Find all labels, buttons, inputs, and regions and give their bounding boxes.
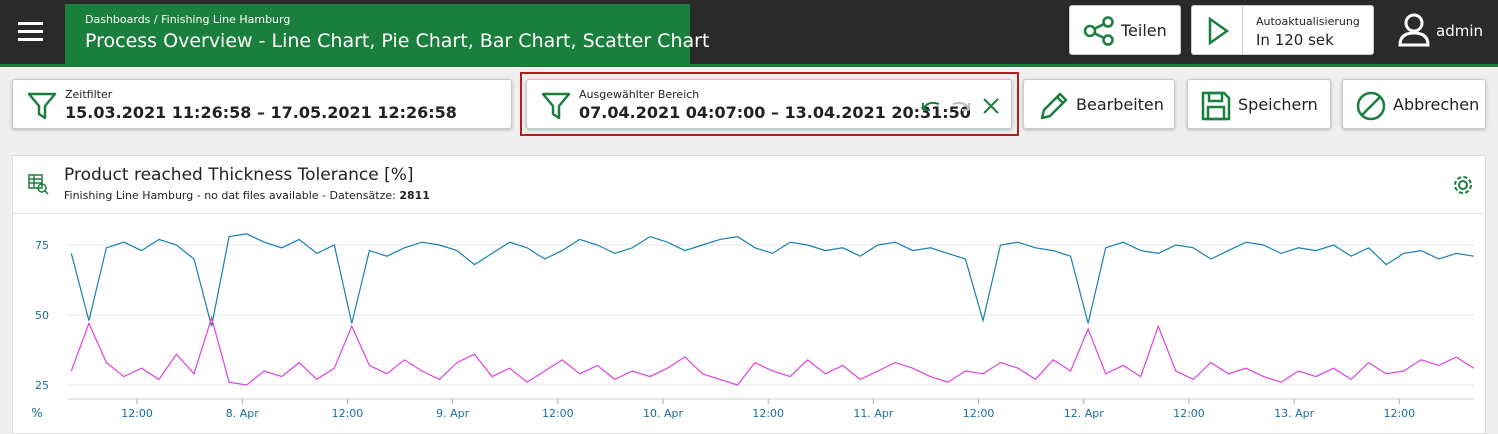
selection-range: 07.04.2021 04:07:00 – 13.04.2021 20:31:5…: [579, 103, 971, 122]
page-title: Process Overview - Line Chart, Pie Chart…: [85, 30, 710, 52]
record-count: 2811: [399, 189, 430, 202]
undo-icon[interactable]: [922, 101, 940, 111]
chart-card: Product reached Thickness Tolerance [%] …: [12, 155, 1486, 434]
table-icon[interactable]: [27, 173, 49, 195]
user-name[interactable]: admin: [1436, 22, 1483, 40]
x-tick-label: 10. Apr: [643, 407, 683, 420]
y-tick-label: 75: [35, 239, 49, 252]
save-icon: [1201, 91, 1231, 121]
menu-icon[interactable]: [17, 20, 45, 44]
y-axis-label: %: [31, 406, 42, 420]
x-tick-label: 13. Apr: [1274, 407, 1314, 420]
x-tick-label: 12:00: [1173, 407, 1205, 420]
save-button[interactable]: Speichern: [1187, 79, 1331, 129]
cancel-button[interactable]: Abbrechen: [1342, 79, 1486, 129]
share-button[interactable]: Teilen: [1069, 5, 1181, 55]
x-tick-label: 12:00: [542, 407, 574, 420]
filter-icon: [27, 92, 57, 120]
share-label: Teilen: [1121, 21, 1167, 40]
user-icon[interactable]: [1397, 12, 1431, 48]
y-tick-label: 50: [35, 309, 49, 322]
edit-button[interactable]: Bearbeiten: [1023, 79, 1175, 129]
time-filter-label: Zeitfilter: [65, 88, 113, 101]
x-tick-label: 12:00: [752, 407, 784, 420]
selection-controls: [922, 98, 999, 114]
top-bar-border: [0, 64, 1498, 67]
series-line: [70, 315, 1475, 386]
share-icon: [1083, 16, 1114, 46]
chart: 25 50 75 12:00 8. Apr 12:00 9. Apr 12:00 10. Apr…: [31, 233, 1475, 420]
redo-icon[interactable]: [952, 101, 970, 111]
settings-icon[interactable]: [1452, 174, 1474, 196]
x-tick-label: 12:00: [332, 407, 364, 420]
x-tick-label: 12:00: [1383, 407, 1415, 420]
x-tick-label: 12:00: [963, 407, 995, 420]
divider: [1242, 6, 1243, 54]
auto-refresh-label: Autoaktualisierung: [1256, 15, 1360, 28]
cancel-label: Abbrechen: [1393, 95, 1480, 114]
title-block: Dashboards / Finishing Line Hamburg Proc…: [65, 4, 709, 64]
chart-subtitle: Finishing Line Hamburg - no dat files av…: [64, 189, 430, 202]
series-line: [70, 233, 1474, 327]
auto-refresh-value: In 120 sek: [1256, 31, 1334, 49]
x-tick-label: 12:00: [121, 407, 153, 420]
clear-icon[interactable]: [983, 98, 999, 114]
time-filter-range: 15.03.2021 11:26:58 – 17.05.2021 12:26:5…: [65, 103, 457, 122]
time-filter[interactable]: Zeitfilter 15.03.2021 11:26:58 – 17.05.2…: [12, 79, 512, 129]
selection-label: Ausgewählter Bereich: [579, 88, 700, 101]
x-tick-label: 8. Apr: [226, 407, 259, 420]
pencil-icon: [1040, 92, 1068, 120]
subtitle-text: Finishing Line Hamburg - no dat files av…: [64, 189, 396, 202]
selection-filter[interactable]: Ausgewählter Bereich 07.04.2021 04:07:00…: [526, 79, 1012, 129]
edit-label: Bearbeiten: [1076, 95, 1164, 114]
play-icon: [1208, 16, 1230, 46]
y-tick-label: 25: [35, 379, 49, 392]
x-tick-label: 12. Apr: [1064, 407, 1104, 420]
cancel-icon: [1356, 91, 1386, 121]
breadcrumb[interactable]: Dashboards / Finishing Line Hamburg: [85, 13, 291, 26]
card-divider: [13, 213, 1485, 214]
save-label: Speichern: [1238, 95, 1318, 114]
auto-refresh[interactable]: Autoaktualisierung In 120 sek: [1191, 5, 1374, 55]
x-tick-label: 11. Apr: [853, 407, 893, 420]
filter-icon: [541, 92, 571, 120]
chart-title: Product reached Thickness Tolerance [%]: [64, 165, 414, 185]
x-tick-label: 9. Apr: [436, 407, 469, 420]
selection-highlight: [520, 72, 1019, 136]
